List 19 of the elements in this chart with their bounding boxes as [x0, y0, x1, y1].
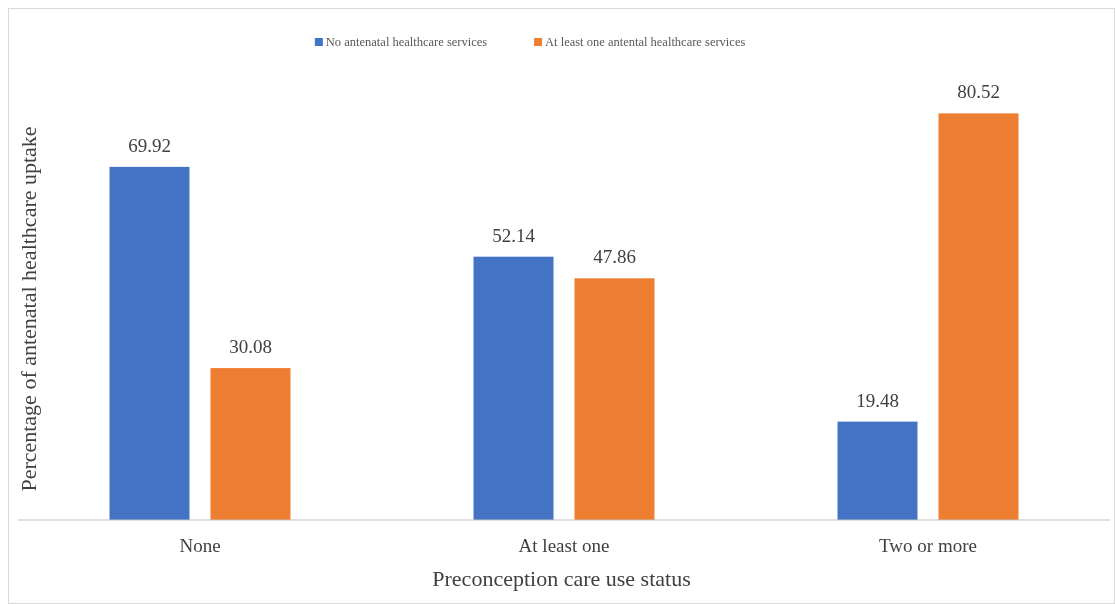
- legend-label: No antenatal healthcare services: [325, 35, 488, 49]
- legend-label: At least one antental healthcare services: [545, 35, 746, 49]
- x-tick-label: None: [179, 535, 221, 556]
- bar: [473, 256, 554, 520]
- bar: [109, 166, 190, 520]
- data-label: 30.08: [229, 336, 272, 358]
- data-label: 19.48: [856, 389, 899, 411]
- data-label: 69.92: [128, 134, 171, 156]
- x-tick-label: At least one: [518, 535, 610, 556]
- y-axis-title: Percentage of antenatal healthcare uptake: [16, 126, 41, 492]
- bar: [574, 278, 655, 520]
- bar: [210, 368, 291, 520]
- x-axis-title: Preconception care use status: [432, 566, 691, 591]
- data-label: 80.52: [957, 81, 1000, 103]
- data-label: 47.86: [593, 246, 636, 268]
- bar: [938, 113, 1019, 520]
- bar: [837, 421, 918, 520]
- data-label: 52.14: [492, 224, 536, 246]
- x-tick-label: Two or more: [879, 535, 977, 556]
